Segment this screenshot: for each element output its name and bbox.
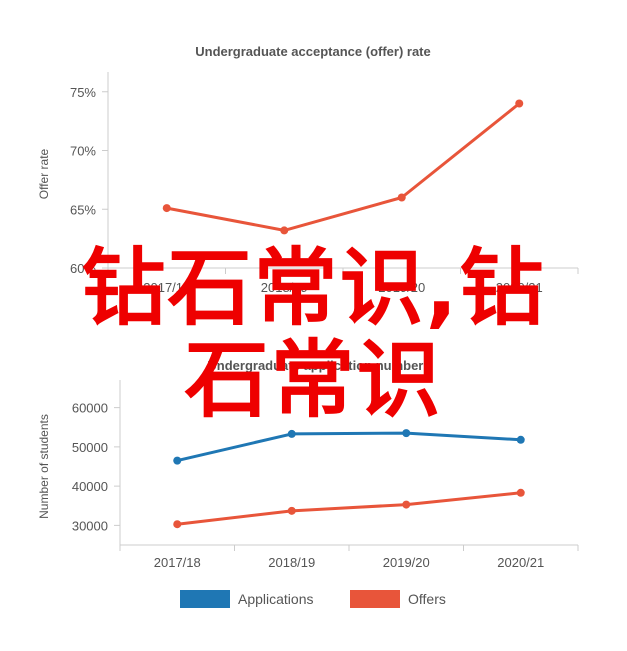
applications-x-tick-label: 2019/20 (383, 555, 430, 570)
legend-swatch-applications (180, 590, 230, 608)
applications-x-tick-label: 2017/18 (154, 555, 201, 570)
legend-label-offers: Offers (408, 591, 446, 607)
applications-series-point (516, 435, 525, 444)
applications-series-line (176, 431, 521, 463)
offer-rate-y-tick-label: 70% (70, 144, 96, 159)
legend-label-applications: Applications (238, 591, 314, 607)
offer-rate-y-axis-title: Offer rate (37, 148, 51, 199)
offer-rate-y-tick-label: 75% (70, 85, 96, 100)
offers-series-point (173, 520, 182, 529)
offer-rate-y-tick-label: 65% (70, 202, 96, 217)
offer-rate-x-tick-label: 2017/18 (143, 280, 190, 295)
offer-rate-x-tick-label: 2018/19 (261, 280, 308, 295)
applications-series-point (287, 429, 296, 438)
offers-series-point (402, 500, 411, 509)
offer-rate-x-tick-label: 2020/21 (496, 280, 543, 295)
offer-rate-y-tick-label: 60% (70, 261, 96, 276)
offer-rate-series-point (397, 193, 406, 202)
offer-rate-x-tick-label: 2019/20 (378, 280, 425, 295)
applications-y-tick-label: 60000 (72, 401, 108, 416)
offer-rate-chart-title: Undergraduate acceptance (offer) rate (195, 44, 431, 59)
applications-y-tick-label: 30000 (72, 518, 108, 533)
offer-rate-series-point (280, 226, 289, 235)
applications-chart-title: Undergraduate application numbers (207, 358, 430, 373)
applications-series-point (173, 456, 182, 465)
offer-rate-series-line (166, 102, 521, 232)
offers-series-line (177, 491, 521, 526)
applications-x-tick-label: 2018/19 (268, 555, 315, 570)
applications-y-axis-title: Number of students (37, 414, 51, 519)
applications-x-tick-label: 2020/21 (497, 555, 544, 570)
applications-y-tick-label: 50000 (72, 440, 108, 455)
offer-rate-series-point (515, 99, 524, 108)
offers-series-point (516, 488, 525, 497)
applications-y-tick-label: 40000 (72, 479, 108, 494)
offers-series-point (287, 506, 296, 515)
legend-swatch-offers (350, 590, 400, 608)
offer-rate-series-point (162, 204, 171, 213)
applications-series-point (402, 429, 411, 438)
